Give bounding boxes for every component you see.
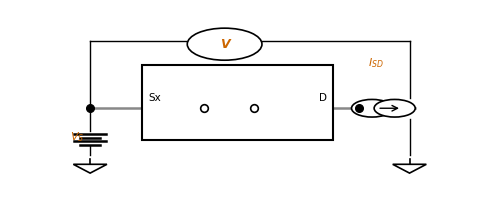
Text: V: V [220,38,229,51]
Text: D: D [320,93,327,103]
Text: $V_S$: $V_S$ [69,130,84,144]
Bar [143,65,333,140]
Text: $I_{SD}$: $I_{SD}$ [368,56,384,70]
Text: Sx: Sx [148,93,161,103]
Circle shape [351,99,393,117]
Circle shape [374,99,415,117]
Circle shape [187,28,262,60]
